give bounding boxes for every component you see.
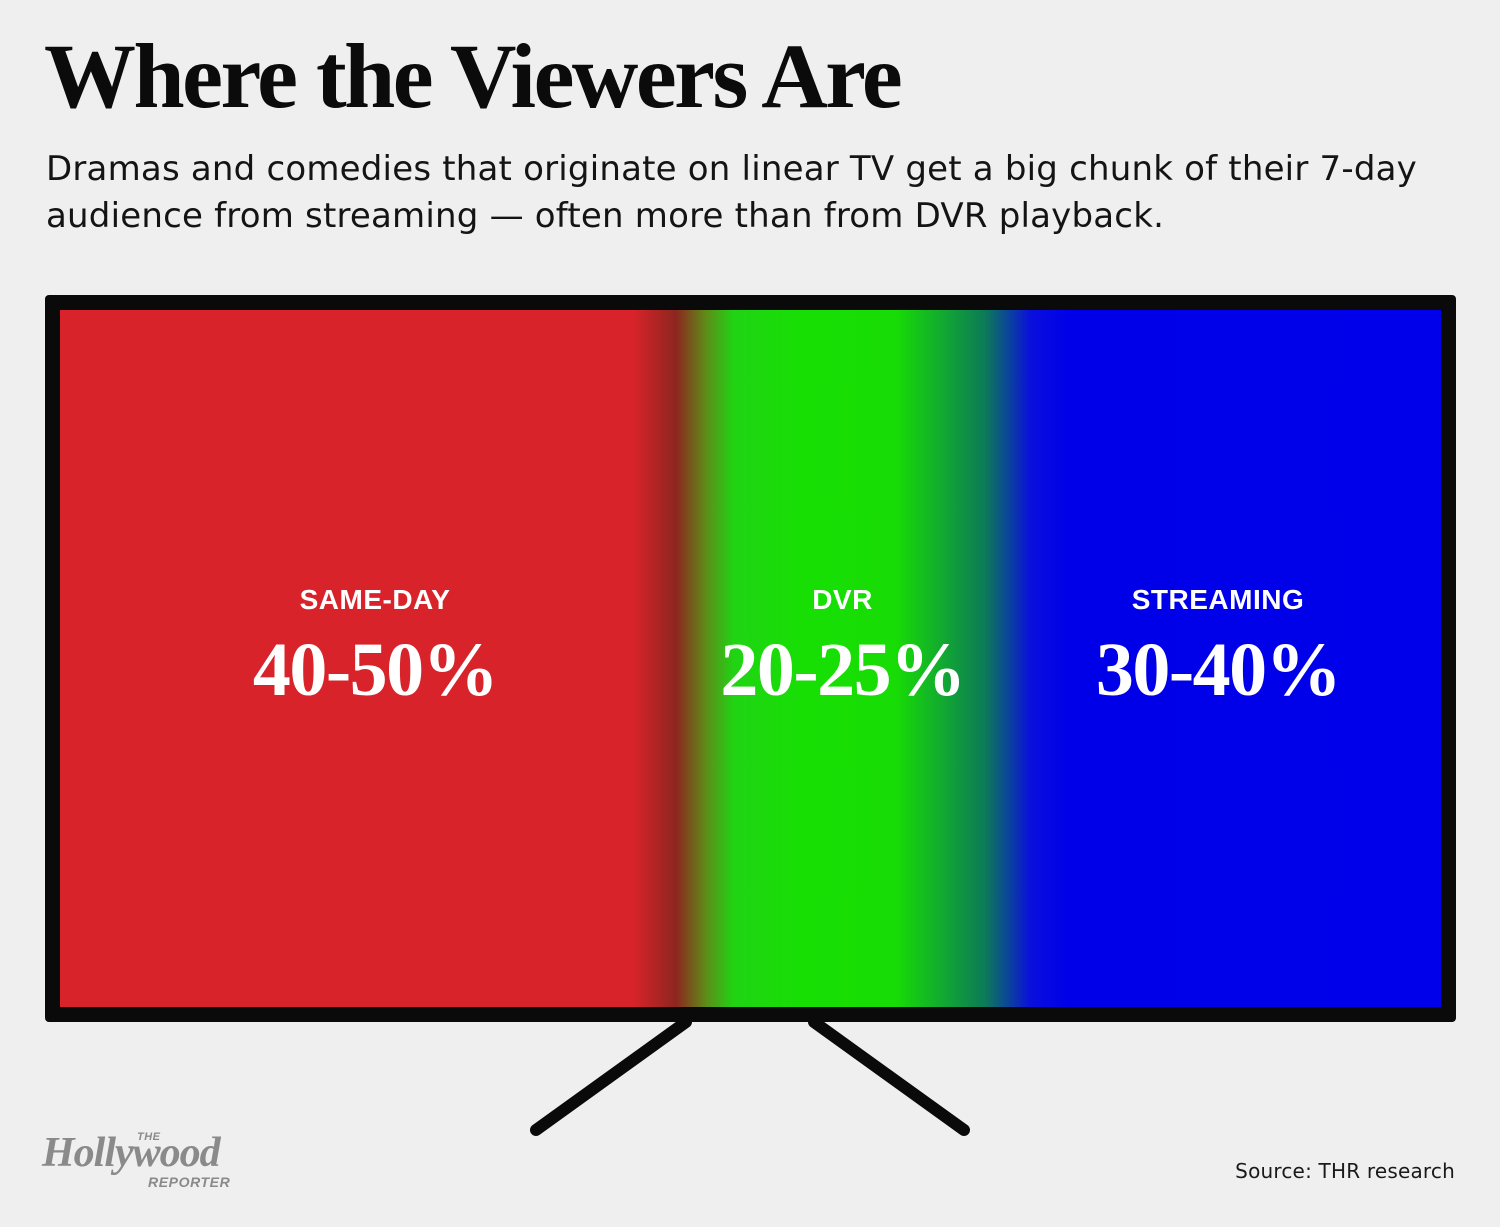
segment-streaming: STREAMING 30-40%	[995, 310, 1441, 1007]
tv-stand-right-leg	[808, 1016, 970, 1136]
chart-subtitle: Dramas and comedies that originate on li…	[46, 149, 1417, 236]
category-label-streaming: STREAMING	[1131, 584, 1305, 615]
logo-reporter: REPORTER	[148, 1174, 231, 1190]
logo-wordmark: Hollywood	[42, 1130, 221, 1176]
category-label-dvr: DVR	[812, 584, 873, 615]
tv-stand-left-leg	[530, 1016, 692, 1136]
source-note: Source: THR research	[1235, 1159, 1455, 1183]
value-label-same-day: 40-50%	[252, 628, 499, 712]
tv-screen: SAME-DAY 40-50% DVR 20-25% STREAMING 30-40%	[60, 310, 1441, 1007]
segment-dvr: DVR 20-25%	[690, 310, 995, 1007]
chart-title: Where the Viewers Are	[44, 25, 903, 127]
hollywood-reporter-logo: Hollywood THE REPORTER	[40, 1128, 280, 1192]
value-label-streaming: 30-40%	[1095, 628, 1342, 712]
segment-same-day: SAME-DAY 40-50%	[60, 310, 690, 1007]
category-label-same-day: SAME-DAY	[299, 584, 451, 615]
logo-the: THE	[137, 1131, 161, 1143]
tv-frame: SAME-DAY 40-50% DVR 20-25% STREAMING 30-40%	[45, 295, 1456, 1022]
value-label-dvr: 20-25%	[720, 628, 966, 712]
